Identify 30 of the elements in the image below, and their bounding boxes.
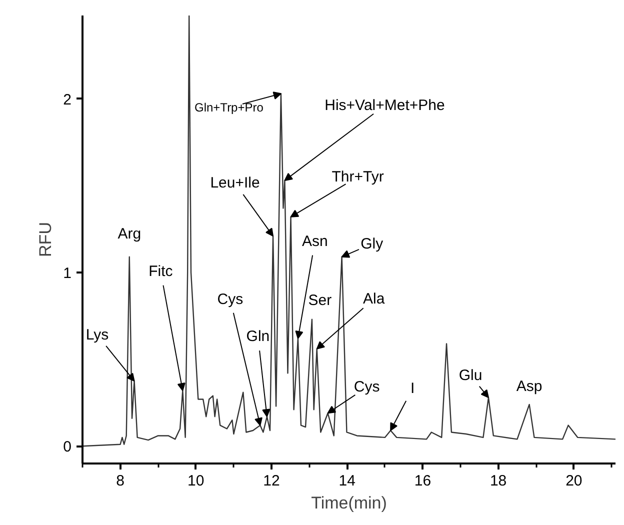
x-tick-label: 18 bbox=[490, 472, 507, 490]
annotation: Gly bbox=[360, 235, 384, 252]
x-tick-label: 20 bbox=[566, 472, 582, 490]
x-tick-label: 8 bbox=[116, 472, 124, 490]
annotation: Asp bbox=[516, 378, 542, 395]
y-tick-label: 1 bbox=[63, 264, 72, 282]
annotation: Arg bbox=[118, 225, 142, 242]
annotation: His+Val+Met+Phe bbox=[324, 96, 445, 114]
annotation: Lys bbox=[86, 326, 109, 344]
annotation: Ala bbox=[363, 290, 386, 308]
annotation: Cys bbox=[217, 290, 244, 308]
line-series bbox=[82, 16, 616, 447]
x-tick-label: 12 bbox=[263, 472, 280, 490]
annotation: Fitc bbox=[148, 263, 174, 280]
annotation: Ser bbox=[308, 292, 332, 309]
y-axis-title: RFU bbox=[36, 222, 56, 257]
annotation: Gln+Trp+Pro bbox=[194, 100, 264, 115]
annotation: Cys bbox=[354, 378, 380, 396]
annotation: Glu bbox=[458, 367, 482, 384]
y-tick-label: 0 bbox=[63, 438, 72, 456]
annotation: Asn bbox=[302, 232, 328, 250]
x-tick-label: 14 bbox=[338, 472, 356, 490]
y-tick-label: 2 bbox=[63, 91, 72, 108]
annotation: I bbox=[410, 380, 415, 398]
annotation: Leu+Ile bbox=[210, 174, 260, 192]
annotation: Gln bbox=[246, 328, 270, 346]
x-tick-label: 10 bbox=[188, 472, 204, 490]
annotation: Thr+Tyr bbox=[332, 168, 384, 186]
x-axis-title: Time(min) bbox=[311, 494, 387, 512]
x-tick-label: 16 bbox=[414, 472, 432, 490]
